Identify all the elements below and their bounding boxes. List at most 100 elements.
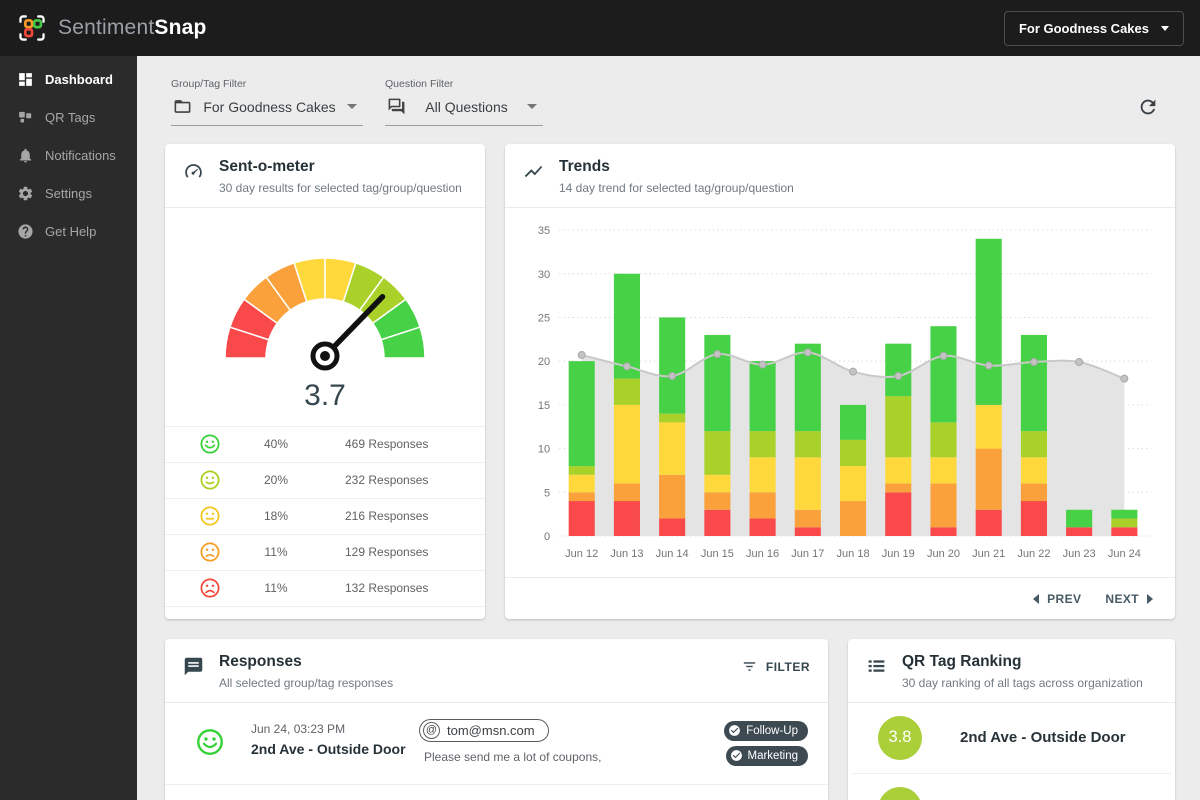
- svg-text:Jun 12: Jun 12: [565, 548, 598, 560]
- qr-tags-icon: [19, 111, 32, 122]
- topbar: SentimentSnap For Goodness Cakes: [0, 0, 1200, 56]
- dashboard-icon: [19, 72, 32, 86]
- list-icon: [868, 660, 885, 672]
- sentometer-subtitle: 30 day results for selected tag/group/qu…: [219, 180, 462, 195]
- trends-pager: PREV NEXT: [505, 577, 1175, 619]
- mood-response-count: 216 Responses: [345, 509, 429, 524]
- svg-text:Jun 18: Jun 18: [837, 548, 870, 560]
- responses-title: Responses: [219, 653, 302, 670]
- sidebar: Dashboard QR Tags Notifications Settings…: [0, 56, 137, 800]
- question-filter-select[interactable]: All Questions: [385, 97, 543, 126]
- gauge-area: 3.7: [165, 208, 485, 413]
- gauge-score: 3.7: [304, 378, 346, 412]
- happy-face-icon: [199, 469, 221, 491]
- svg-text:Jun 21: Jun 21: [972, 548, 1005, 560]
- svg-text:Jun 22: Jun 22: [1017, 548, 1050, 560]
- sidebar-item-settings[interactable]: Settings: [0, 174, 137, 212]
- check-circle-icon: [730, 750, 742, 762]
- mood-response-count: 232 Responses: [345, 473, 429, 488]
- sidebar-item-get-help[interactable]: Get Help: [0, 212, 137, 250]
- ranking-subtitle: 30 day ranking of all tags across organi…: [902, 675, 1143, 690]
- help-icon: [18, 223, 33, 239]
- sentometer-card: Sent-o-meter 30 day results for selected…: [165, 144, 485, 619]
- chat-bubble-icon: [184, 657, 203, 676]
- svg-text:Jun 14: Jun 14: [656, 548, 689, 560]
- sidebar-item-dashboard[interactable]: Dashboard: [0, 60, 137, 98]
- trends-chart: 0 5 10 15 20 25 30 35 Jun 12 Jun 13 Jun 14 Jun 15 Ju…: [505, 208, 1175, 577]
- prev-button[interactable]: PREV: [1033, 592, 1081, 606]
- sidebar-item-qr-tags[interactable]: QR Tags: [0, 98, 137, 136]
- response-location: 2nd Ave - Outside Door: [251, 740, 406, 757]
- trends-subtitle: 14 day trend for selected tag/group/ques…: [559, 180, 794, 195]
- response-message: Please send me a lot of coupons,: [424, 749, 602, 764]
- qr-scan-logo-icon: [19, 15, 45, 41]
- svg-text:5: 5: [544, 487, 550, 499]
- rank-label: 2nd Ave - Outside Door: [960, 729, 1126, 747]
- mood-row: 18% 216 Responses: [165, 497, 485, 534]
- gauge: [195, 224, 455, 377]
- svg-text:Jun 20: Jun 20: [927, 548, 960, 560]
- filters-row: Group/Tag Filter For Goodness Cakes Ques…: [171, 78, 1175, 126]
- check-circle-icon: [729, 725, 741, 737]
- mood-percent: 11%: [264, 545, 288, 560]
- tag-pill-follow-up[interactable]: Follow-Up: [724, 720, 808, 741]
- refresh-icon: [1140, 99, 1156, 114]
- mood-percent: 40%: [263, 437, 289, 452]
- svg-text:30: 30: [538, 268, 550, 280]
- ranking-row[interactable]: 3.8 2nd Ave - Outside Door: [852, 703, 1171, 774]
- very-happy-face-icon: [199, 433, 221, 455]
- gear-icon: [18, 186, 33, 200]
- response-email: tom@msn.com: [447, 722, 535, 738]
- responses-card: Responses All selected group/tag respons…: [165, 639, 828, 800]
- org-selector-label: For Goodness Cakes: [1018, 20, 1149, 36]
- svg-text:Jun 17: Jun 17: [791, 548, 824, 560]
- refresh-button[interactable]: [1137, 96, 1159, 123]
- org-selector-button[interactable]: For Goodness Cakes: [1003, 10, 1184, 46]
- unhappy-face-icon: [199, 541, 221, 563]
- sentometer-title: Sent-o-meter: [219, 158, 315, 175]
- mood-response-count: 132 Responses: [345, 581, 429, 596]
- trend-line-icon: [524, 165, 543, 178]
- group-filter-select[interactable]: For Goodness Cakes: [171, 97, 363, 126]
- mood-row: 11% 129 Responses: [165, 533, 485, 570]
- svg-text:10: 10: [538, 443, 550, 455]
- mood-response-count: 469 Responses: [345, 437, 429, 452]
- bell-icon: [19, 148, 32, 163]
- ranking-row[interactable]: 3.8 Franklin - Counter: [852, 774, 1171, 800]
- next-button[interactable]: NEXT: [1105, 592, 1153, 606]
- very-unhappy-face-icon: [199, 577, 221, 599]
- filter-button[interactable]: FILTER: [741, 658, 810, 675]
- mood-response-count: 129 Responses: [345, 545, 429, 560]
- responses-subtitle: All selected group/tag responses: [219, 675, 394, 690]
- app-title: SentimentSnap: [58, 16, 207, 39]
- very-happy-face-icon: [195, 727, 225, 757]
- email-pill[interactable]: @ tom@msn.com: [419, 718, 549, 742]
- mood-percent: 18%: [263, 509, 289, 524]
- at-icon: @: [423, 721, 440, 739]
- svg-text:Jun 23: Jun 23: [1063, 548, 1096, 560]
- response-timestamp: Jun 24, 03:23 PM: [251, 721, 346, 736]
- svg-text:Jun 24: Jun 24: [1108, 548, 1141, 560]
- sidebar-item-notifications[interactable]: Notifications: [0, 136, 137, 174]
- svg-text:20: 20: [538, 356, 550, 368]
- trends-title: Trends: [559, 158, 610, 175]
- chevron-down-icon: [347, 104, 357, 109]
- svg-text:Jun 15: Jun 15: [701, 548, 734, 560]
- svg-text:35: 35: [538, 225, 550, 237]
- response-tags: Follow-Up Marketing: [724, 719, 808, 766]
- gauge-icon: [185, 164, 202, 178]
- tag-pill-marketing[interactable]: Marketing: [725, 745, 808, 766]
- question-answer-icon: [388, 98, 405, 115]
- svg-text:0: 0: [544, 531, 550, 543]
- main-content: Group/Tag Filter For Goodness Cakes Ques…: [137, 56, 1200, 800]
- group-filter-label: Group/Tag Filter: [171, 78, 247, 90]
- mood-percent: 20%: [263, 473, 289, 488]
- chevron-down-icon: [1161, 25, 1169, 31]
- filter-list-icon: [743, 662, 756, 671]
- question-filter: Question Filter All Questions: [385, 78, 543, 126]
- rank-score-badge: 3.8: [878, 715, 922, 760]
- ranking-title: QR Tag Ranking: [902, 653, 1022, 670]
- svg-text:Jun 13: Jun 13: [610, 548, 643, 560]
- svg-text:15: 15: [538, 399, 550, 411]
- mood-row: 20% 232 Responses: [165, 461, 485, 498]
